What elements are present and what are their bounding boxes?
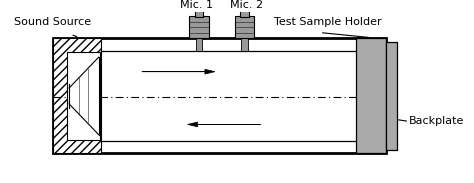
- Bar: [241, 38, 248, 51]
- FancyArrow shape: [188, 122, 261, 127]
- Text: Backplate: Backplate: [409, 116, 464, 126]
- Bar: [190, 16, 209, 38]
- Bar: [240, 10, 249, 17]
- Text: Sound Source: Sound Source: [14, 17, 91, 27]
- Bar: [53, 38, 386, 153]
- Text: Mic. 2: Mic. 2: [230, 0, 264, 10]
- Bar: [67, 52, 100, 140]
- Text: Mic. 1: Mic. 1: [180, 0, 213, 10]
- Bar: [386, 42, 397, 150]
- Bar: [356, 38, 386, 153]
- FancyArrow shape: [142, 69, 215, 74]
- Bar: [53, 38, 101, 153]
- Text: Test Sample Holder: Test Sample Holder: [274, 17, 382, 27]
- Bar: [195, 10, 203, 17]
- Bar: [196, 38, 202, 51]
- Bar: [235, 16, 254, 38]
